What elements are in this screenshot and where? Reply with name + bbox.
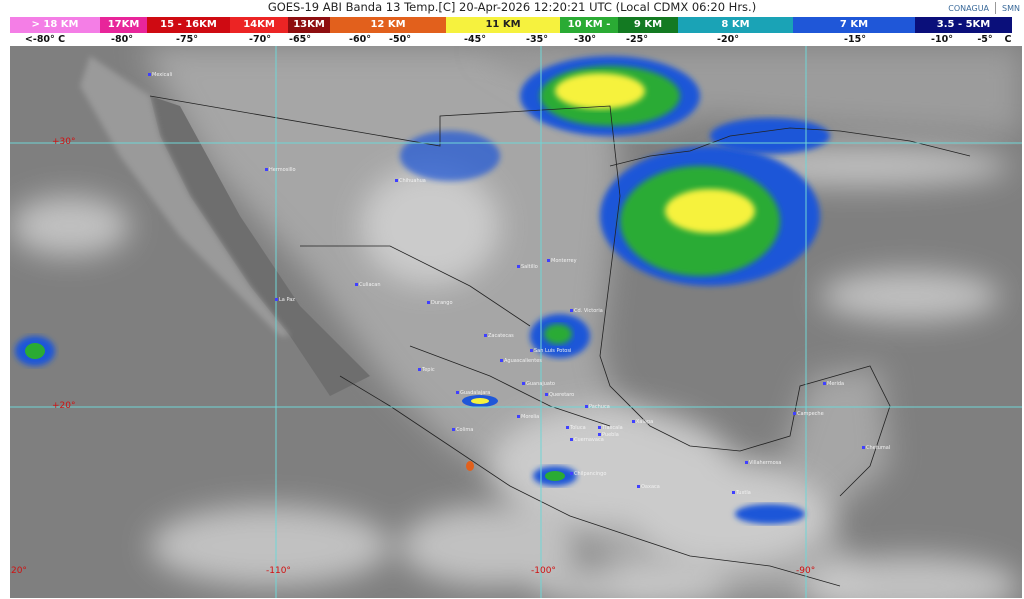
city-label: Tepic (418, 367, 435, 373)
temperature-tick: C (1004, 34, 1012, 45)
city-label: Aguascalientes (500, 358, 542, 364)
city-label: La Paz (275, 297, 295, 303)
legend-segment: 3.5 - 5KM (915, 17, 1012, 33)
city-label: Durango (427, 300, 453, 306)
temperature-tick: -75° (176, 34, 198, 45)
smn-logo: SMN (1002, 3, 1020, 13)
city-label: Queretaro (545, 392, 574, 398)
city-label: Tlaxcala (598, 425, 623, 431)
latitude-label: +20° (52, 401, 76, 411)
borders (149, 95, 971, 587)
city-label: San Luis Potosi (530, 348, 571, 354)
temperature-scale: <-80° C -80° -75° -70° -65° -60° -50° -45° -35° -… (0, 33, 1024, 46)
longitude-label: -100° (531, 566, 556, 576)
city-label: Cuernavaca (570, 437, 604, 443)
city-label: Hermosillo (265, 167, 296, 173)
temperature-tick: -10° (931, 34, 953, 45)
legend-segment: 10 KM - (560, 17, 618, 33)
city-label: Villahermosa (745, 460, 781, 466)
temperature-tick: -20° (717, 34, 739, 45)
city-label: Guadalajara (456, 390, 490, 396)
legend-segment: 17KM (100, 17, 147, 33)
legend-segment: 7 KM (793, 17, 915, 33)
graticule (10, 46, 1022, 598)
temperature-tick: -15° (844, 34, 866, 45)
baja-california (80, 56, 290, 336)
image-title: GOES-19 ABI Banda 13 Temp.[C] 20-Apr-202… (267, 0, 757, 14)
logo-divider (995, 2, 997, 14)
legend-segment: 13KM (288, 17, 330, 33)
legend-segment: 12 KM (330, 17, 446, 33)
legend-segment: > 18 KM (10, 17, 100, 33)
temperature-tick: -50° (389, 34, 411, 45)
satellite-imagery (10, 46, 1022, 598)
city-label: Mexicali (148, 72, 172, 78)
city-label: Merida (823, 381, 844, 387)
temperature-tick: -35° (526, 34, 548, 45)
legend-segment: 8 KM (678, 17, 793, 33)
city-label: Morelia (517, 414, 539, 420)
convective-clouds (15, 56, 830, 524)
city-label: Culiacan (355, 282, 380, 288)
temperature-tick: -45° (464, 34, 486, 45)
city-label: Campeche (793, 411, 824, 417)
temperature-tick: -65° (289, 34, 311, 45)
color-scale-legend: > 18 KM 17KM 15 - 16KM 14KM 13KM 12 KM 11 KM 10… (10, 17, 1012, 33)
city-label: Tuxtla (732, 490, 751, 496)
satellite-map: Mexicali Hermosillo Chihuahua Culiacan La Pa… (10, 46, 1022, 598)
city-label: Puebla (598, 432, 619, 438)
legend-segment: 14KM (230, 17, 288, 33)
temperature-tick: -80° (111, 34, 133, 45)
legend-segment: 11 KM (446, 17, 560, 33)
gulf-of-california (150, 96, 370, 396)
city-label: Oaxaca (637, 484, 660, 490)
city-label: Pachuca (585, 404, 610, 410)
city-label: Xalapa (632, 419, 653, 425)
city-label: Colima (452, 427, 473, 433)
temperature-tick: -60° (349, 34, 371, 45)
city-label: Chihuahua (395, 178, 426, 184)
temperature-tick: <-80° C (24, 34, 66, 45)
city-label: Zacatecas (484, 333, 514, 339)
longitude-label: -110° (266, 566, 291, 576)
temperature-tick: -25° (626, 34, 648, 45)
latitude-label: +30° (52, 137, 76, 147)
agency-logos: CONAGUA SMN (948, 2, 1020, 14)
legend-segment: 15 - 16KM (147, 17, 230, 33)
longitude-label: -90° (796, 566, 816, 576)
city-label: Cd. Victoria (570, 308, 603, 314)
temperature-tick: -70° (249, 34, 271, 45)
cloud-cover (10, 146, 1020, 598)
city-label: Monterrey (547, 258, 577, 264)
city-label: Chetumal (862, 445, 890, 451)
conagua-logo: CONAGUA (948, 3, 990, 13)
city-label: Toluca (566, 425, 586, 431)
legend-segment: 9 KM (618, 17, 678, 33)
city-label: Saltillo (517, 264, 538, 270)
temperature-tick: -30° (574, 34, 596, 45)
temperature-tick: -5° (977, 34, 993, 45)
city-label: Guanajuato (522, 381, 555, 387)
city-label: Chilpancingo (570, 471, 606, 477)
longitude-label: -120° (10, 566, 27, 576)
